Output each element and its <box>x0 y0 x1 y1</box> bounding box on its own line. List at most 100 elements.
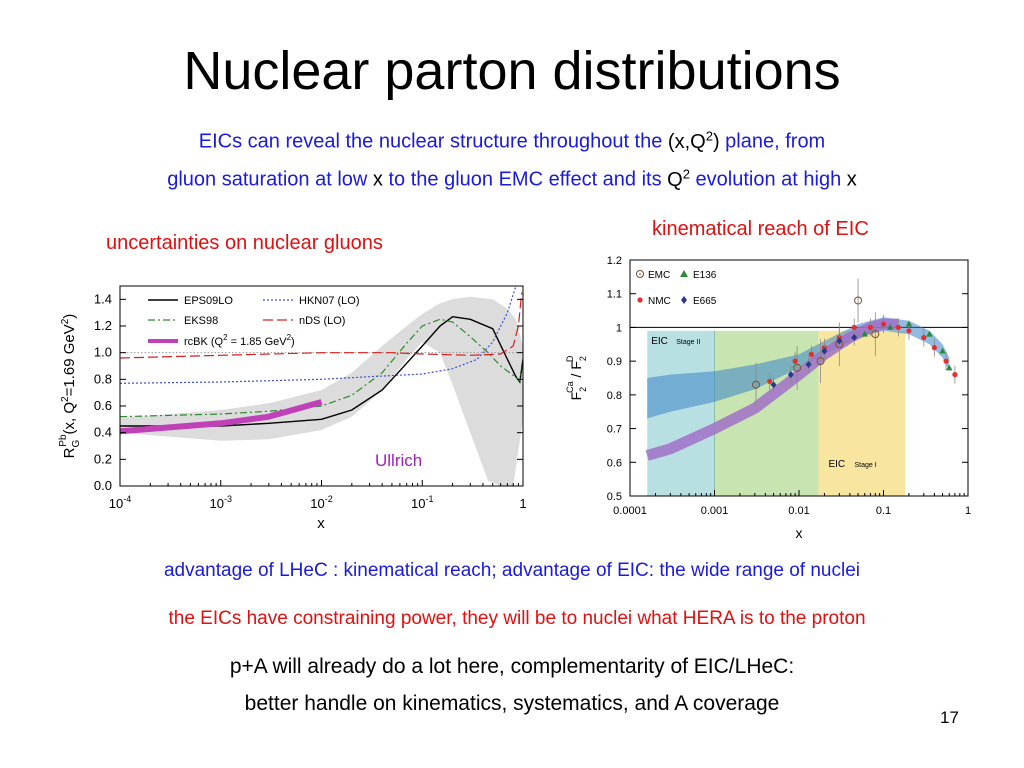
eic-stage1-region <box>818 330 906 496</box>
x-tick-label: 10-3 <box>210 494 232 511</box>
intro-line-1: EICs can reveal the nuclear structure th… <box>0 128 1024 154</box>
x-tick-label: 10-2 <box>310 494 332 511</box>
series-nds-line <box>120 292 523 359</box>
x-tick-label: 0.0001 <box>613 505 647 517</box>
intro-l1-math: (x,Q2) <box>667 128 720 153</box>
eic-stage1-label: EIC <box>828 459 845 470</box>
nmc-point <box>792 358 798 364</box>
nmc-point <box>906 328 912 334</box>
ylab-rest-c: ) <box>61 314 78 319</box>
nmc-point <box>943 358 949 364</box>
x-tick-label: 0.01 <box>788 505 809 517</box>
emc-point <box>816 357 825 366</box>
legend-label-eps: EPS09LO <box>184 295 233 307</box>
emc-point <box>752 380 761 389</box>
ylab-sub: G <box>71 439 82 447</box>
intro-l1-text-a: EICs can reveal the nuclear structure th… <box>198 130 663 153</box>
e665-point <box>805 361 812 369</box>
x-tick-label: 0.1 <box>876 505 891 517</box>
series-hkn-line <box>120 286 517 384</box>
legend-e665-label: E665 <box>693 296 717 307</box>
y-tick-label: 0.8 <box>607 390 622 402</box>
left-x-axis-label: x <box>317 515 325 532</box>
x-tick-label: 10-1 <box>411 494 433 511</box>
series-eps-line <box>120 315 523 427</box>
page-number: 17 <box>940 708 959 727</box>
y-tick-label: 0.6 <box>94 398 112 413</box>
eic-stage1-sublabel: Stage I <box>854 462 876 469</box>
y-tick-label: 0.5 <box>607 491 622 503</box>
y-tick-label: 1.0 <box>94 345 112 360</box>
e136-point <box>939 347 946 354</box>
right-y-axis-label: F2Ca / F2D <box>565 355 588 400</box>
y-tick-label: 0.7 <box>607 424 622 436</box>
intro-l2-x1: x <box>372 168 383 191</box>
legend-nmc-label: NMC <box>648 296 671 307</box>
legend-label-eks: EKS98 <box>184 315 218 327</box>
e136-point <box>861 330 868 337</box>
nuclear-gluon-ratio-chart: 0.0 0.2 0.4 0.6 0.8 1.0 1.2 1.4 10-4 10-3 10-2 10-1… <box>58 285 527 532</box>
e665-point <box>770 381 777 389</box>
intro-l1-math-a: (x,Q <box>667 130 706 153</box>
intro-line-2: gluon saturation at low x to the gluon E… <box>0 166 1024 192</box>
y-tick-label: 0.6 <box>607 457 622 469</box>
intro-l2-q-letter: Q <box>667 168 683 191</box>
eic-projection-band <box>645 318 899 461</box>
eic-stage2-sublabel: Stage II <box>676 339 700 346</box>
ylab-r: R <box>61 447 78 458</box>
y-tick-label: 0.2 <box>94 451 112 466</box>
legend-emc-dot <box>639 273 641 275</box>
e136-point <box>886 323 894 330</box>
right-x-axis-label: x <box>796 525 803 541</box>
emc-point <box>871 330 880 339</box>
nmc-point <box>867 324 874 331</box>
x-tick-label: 0.001 <box>701 505 729 517</box>
legend-e136-marker <box>680 270 688 277</box>
right-chart-heading: kinematical reach of EIC <box>652 218 869 240</box>
legend-emc-marker <box>636 270 644 278</box>
e665-point <box>836 337 843 345</box>
y-tick-label: 1.4 <box>94 291 112 306</box>
e665-point <box>821 347 828 355</box>
legend-emc-label: EMC <box>648 270 670 281</box>
eic-reach-chart: EIC Stage II EIC Stage I 0.5 0.6 0.7 0.8 0.9 1 1.… <box>565 255 971 541</box>
nmc-point <box>880 321 887 327</box>
y-tick-label: 1.1 <box>607 289 622 301</box>
nmc-point <box>952 372 958 378</box>
legend-e136-label: E136 <box>693 270 717 281</box>
e136-point <box>926 330 933 337</box>
emc-point <box>854 296 863 305</box>
x-tick-label: 10-4 <box>109 494 131 511</box>
y-tick-label: 0.4 <box>94 425 112 440</box>
advantage-line: advantage of LHeC : kinematical reach; a… <box>163 560 861 581</box>
nmc-point <box>767 378 773 384</box>
lhec-projection-band <box>647 317 950 419</box>
intro-l2-x2: x <box>846 168 857 191</box>
x-tick-label: 1 <box>519 496 526 511</box>
e136-point <box>946 364 953 371</box>
emc-point <box>793 363 802 372</box>
intro-l1-math-c: ) <box>712 130 720 153</box>
intro-l2-sup: 2 <box>682 166 690 181</box>
intro-l1-text-d: plane, from <box>725 130 826 153</box>
ylab-rest-sup: 2 <box>60 396 71 402</box>
legend-label-rcbk: rcBK (Q2 = 1.85 GeV2) <box>184 333 295 348</box>
series-rcbk-line <box>120 399 323 435</box>
left-chart-heading: uncertainties on nuclear gluons <box>106 232 383 254</box>
slide-title: Nuclear parton distributions <box>183 41 841 101</box>
legend-e665-marker <box>681 296 687 304</box>
y-tick-label: 1.2 <box>94 318 112 333</box>
ylab-sup: Pb <box>58 434 69 447</box>
ylab-rest-b: =1.69 GeV <box>61 324 78 396</box>
eps09-uncertainty-band <box>120 296 523 486</box>
legend-nmc-marker <box>637 297 643 303</box>
y-tick-label: 1.2 <box>607 255 622 267</box>
author-annotation: Ullrich <box>375 451 422 470</box>
intro-l2-text-c: to the gluon EMC effect and its <box>388 168 662 191</box>
nmc-point <box>808 351 814 357</box>
intro-l2-text-e: evolution at high <box>695 168 842 191</box>
nmc-point <box>931 345 937 351</box>
ylab-rest-a: (x, Q <box>61 402 78 435</box>
legend-label-hkn: HKN07 (LO) <box>299 295 360 307</box>
nmc-point <box>921 334 927 341</box>
